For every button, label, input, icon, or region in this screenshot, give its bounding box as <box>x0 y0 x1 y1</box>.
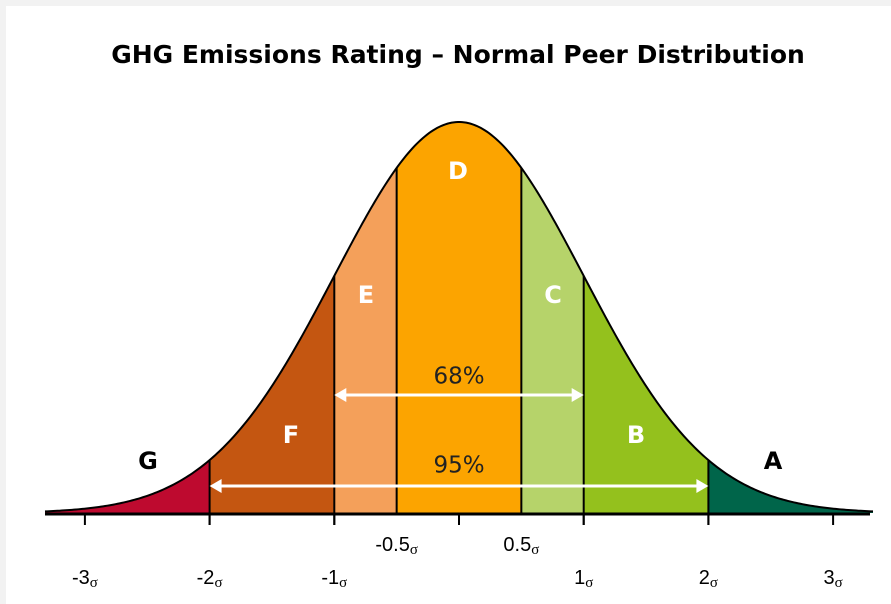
span-label: 68% <box>433 364 484 390</box>
region-label: A <box>764 447 783 475</box>
region-label: B <box>627 421 645 449</box>
tick-symbol: σ <box>710 575 718 591</box>
tick-label: 0.5σ <box>503 534 539 558</box>
tick-symbol: σ <box>410 542 418 558</box>
tick-number: 3 <box>823 567 834 589</box>
region-label: F <box>283 421 299 449</box>
arrow-head <box>209 479 222 493</box>
tick-symbol: σ <box>835 575 843 591</box>
tick-label: 3σ <box>823 567 842 591</box>
region <box>334 167 397 513</box>
region <box>396 122 522 513</box>
region-label: C <box>544 281 562 309</box>
tick-symbol: σ <box>214 575 222 591</box>
span-label: 95% <box>433 453 484 479</box>
tick-symbol: σ <box>585 575 593 591</box>
tick-label: -2σ <box>197 567 223 591</box>
arrow-head <box>696 479 709 493</box>
arrow-head <box>334 388 347 402</box>
tick-number: 0.5 <box>503 534 531 556</box>
tick-number: -1 <box>321 567 339 589</box>
lines: 68% 95% G F E D C B A <box>44 121 874 525</box>
tick-label: -3σ <box>72 567 98 591</box>
title: GHG Emissions Rating – Normal Peer Distr… <box>111 40 805 69</box>
arrow-head <box>571 388 584 402</box>
tick-number: 1 <box>574 567 585 589</box>
tick-symbol: σ <box>90 575 98 591</box>
region-label: D <box>448 157 468 185</box>
tick-label: 1σ <box>574 567 593 591</box>
tick-label: -1σ <box>321 567 347 591</box>
region-label: G <box>138 447 158 475</box>
tick-number: -0.5 <box>375 534 409 556</box>
tick-number: -2 <box>197 567 215 589</box>
region <box>708 460 874 513</box>
tick-symbol: σ <box>339 575 347 591</box>
tick-label: -0.5σ <box>375 534 418 558</box>
tick-number: 2 <box>699 567 710 589</box>
curve <box>44 121 874 513</box>
tick-number: -3 <box>72 567 90 589</box>
tick-label: 2σ <box>699 567 718 591</box>
tick-symbol: σ <box>531 542 539 558</box>
region-label: E <box>358 281 374 309</box>
region <box>521 167 584 513</box>
region <box>44 460 210 513</box>
